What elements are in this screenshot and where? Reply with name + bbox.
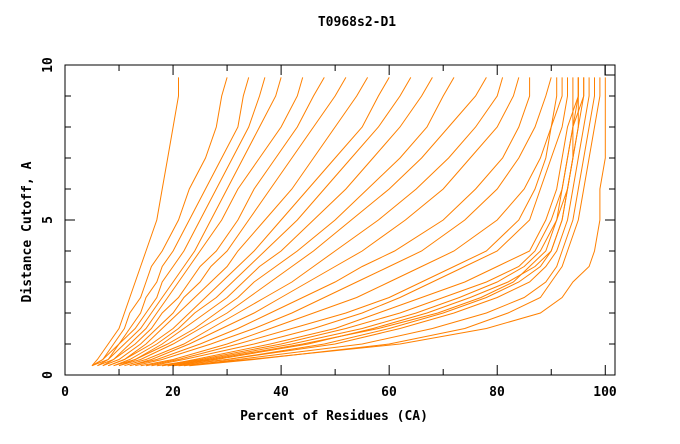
- series-line-13: [135, 77, 552, 367]
- series-line-17: [118, 77, 487, 367]
- x-tick-label: 20: [165, 385, 181, 400]
- x-tick-label: 0: [61, 385, 69, 400]
- chart-title: T0968s2-D1: [318, 15, 396, 30]
- series-line-5: [162, 77, 579, 367]
- series-line-2: [189, 77, 601, 367]
- series-line-26: [97, 77, 282, 367]
- series-line-25: [97, 77, 304, 367]
- series-line-15: [129, 77, 520, 367]
- series-line-11: [145, 77, 563, 367]
- series-lines: [91, 77, 606, 367]
- axis-ticks: [65, 65, 615, 375]
- y-tick-labels: 0 5 10: [41, 57, 56, 379]
- x-tick-label: 40: [273, 385, 289, 400]
- series-line-14: [129, 77, 531, 367]
- x-axis-label: Percent of Residues (CA): [240, 409, 428, 424]
- series-line-24: [102, 77, 325, 367]
- series-line-28: [91, 77, 250, 367]
- series-line-8: [167, 77, 585, 367]
- x-tick-labels: 0 20 40 60 80 100: [61, 385, 617, 400]
- series-line-30: [91, 77, 179, 367]
- series-line-21: [108, 77, 390, 367]
- series-line-12: [140, 77, 558, 367]
- corner-box: [604, 64, 616, 76]
- series-line-6: [173, 77, 579, 367]
- series-line-7: [156, 77, 574, 367]
- y-axis-label: Distance Cutoff, A: [20, 161, 35, 302]
- y-tick-label: 10: [41, 57, 56, 73]
- series-line-1: [183, 77, 595, 367]
- series-line-0: [173, 77, 590, 367]
- series-line-22: [108, 77, 369, 367]
- x-tick-label: 100: [593, 385, 617, 400]
- series-line-27: [91, 77, 266, 367]
- series-line-9: [162, 77, 579, 367]
- series-line-29: [91, 77, 228, 367]
- series-line-3: [178, 77, 606, 367]
- series-line-18: [118, 77, 455, 367]
- series-line-19: [113, 77, 433, 367]
- x-tick-label: 80: [489, 385, 505, 400]
- series-line-23: [102, 77, 347, 367]
- series-line-16: [124, 77, 504, 367]
- x-tick-label: 60: [381, 385, 397, 400]
- y-tick-label: 0: [41, 371, 56, 379]
- y-tick-label: 5: [41, 216, 56, 224]
- series-line-10: [151, 77, 568, 367]
- plot-frame: [64, 64, 616, 376]
- series-line-20: [113, 77, 412, 367]
